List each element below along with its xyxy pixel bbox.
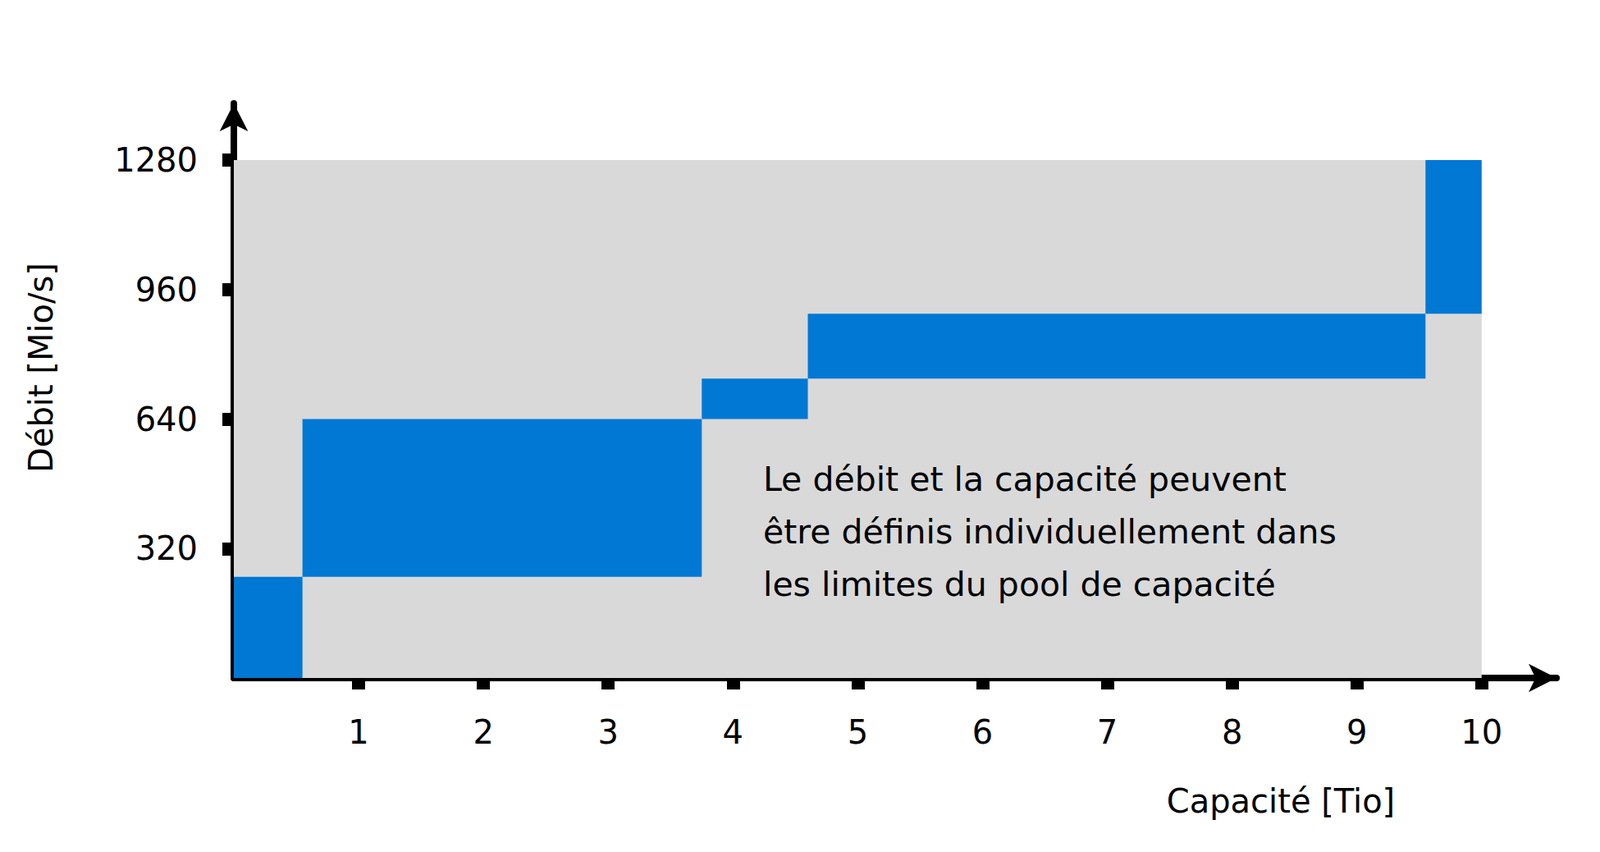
svg-text:640: 640 [135, 400, 198, 439]
svg-text:Capacité [Tio]: Capacité [Tio] [1166, 781, 1395, 820]
svg-text:10: 10 [1460, 713, 1503, 751]
svg-text:960: 960 [135, 270, 198, 309]
svg-text:1: 1 [347, 713, 369, 751]
svg-text:5: 5 [847, 713, 869, 751]
svg-text:être définis individuellement: être définis individuellement dans [763, 512, 1337, 552]
svg-text:Débit [Mio/s]: Débit [Mio/s] [22, 262, 60, 473]
svg-text:les limites du pool de capacit: les limites du pool de capacité [763, 564, 1276, 604]
svg-text:6: 6 [972, 713, 993, 751]
svg-text:320: 320 [135, 529, 198, 567]
svg-text:3: 3 [597, 713, 618, 751]
svg-text:9: 9 [1346, 713, 1367, 751]
svg-text:1280: 1280 [114, 141, 198, 179]
svg-text:8: 8 [1221, 713, 1243, 751]
svg-text:2: 2 [472, 713, 494, 751]
svg-text:7: 7 [1097, 713, 1118, 751]
svg-text:4: 4 [722, 713, 744, 751]
svg-text:Le débit et la capacité peuven: Le débit et la capacité peuvent [763, 459, 1287, 499]
